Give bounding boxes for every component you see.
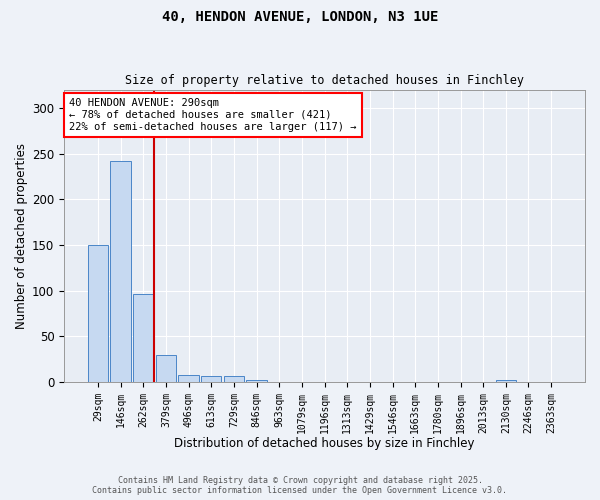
Bar: [201, 376, 221, 382]
X-axis label: Distribution of detached houses by size in Finchley: Distribution of detached houses by size …: [175, 437, 475, 450]
Title: Size of property relative to detached houses in Finchley: Size of property relative to detached ho…: [125, 74, 524, 87]
Text: 40 HENDON AVENUE: 290sqm
← 78% of detached houses are smaller (421)
22% of semi-: 40 HENDON AVENUE: 290sqm ← 78% of detach…: [70, 98, 357, 132]
Bar: [496, 380, 516, 382]
Bar: [178, 374, 199, 382]
Bar: [247, 380, 267, 382]
Text: Contains HM Land Registry data © Crown copyright and database right 2025.
Contai: Contains HM Land Registry data © Crown c…: [92, 476, 508, 495]
Y-axis label: Number of detached properties: Number of detached properties: [15, 143, 28, 329]
Bar: [156, 356, 176, 382]
Bar: [133, 294, 154, 382]
Text: 40, HENDON AVENUE, LONDON, N3 1UE: 40, HENDON AVENUE, LONDON, N3 1UE: [162, 10, 438, 24]
Bar: [88, 245, 108, 382]
Bar: [110, 161, 131, 382]
Bar: [224, 376, 244, 382]
